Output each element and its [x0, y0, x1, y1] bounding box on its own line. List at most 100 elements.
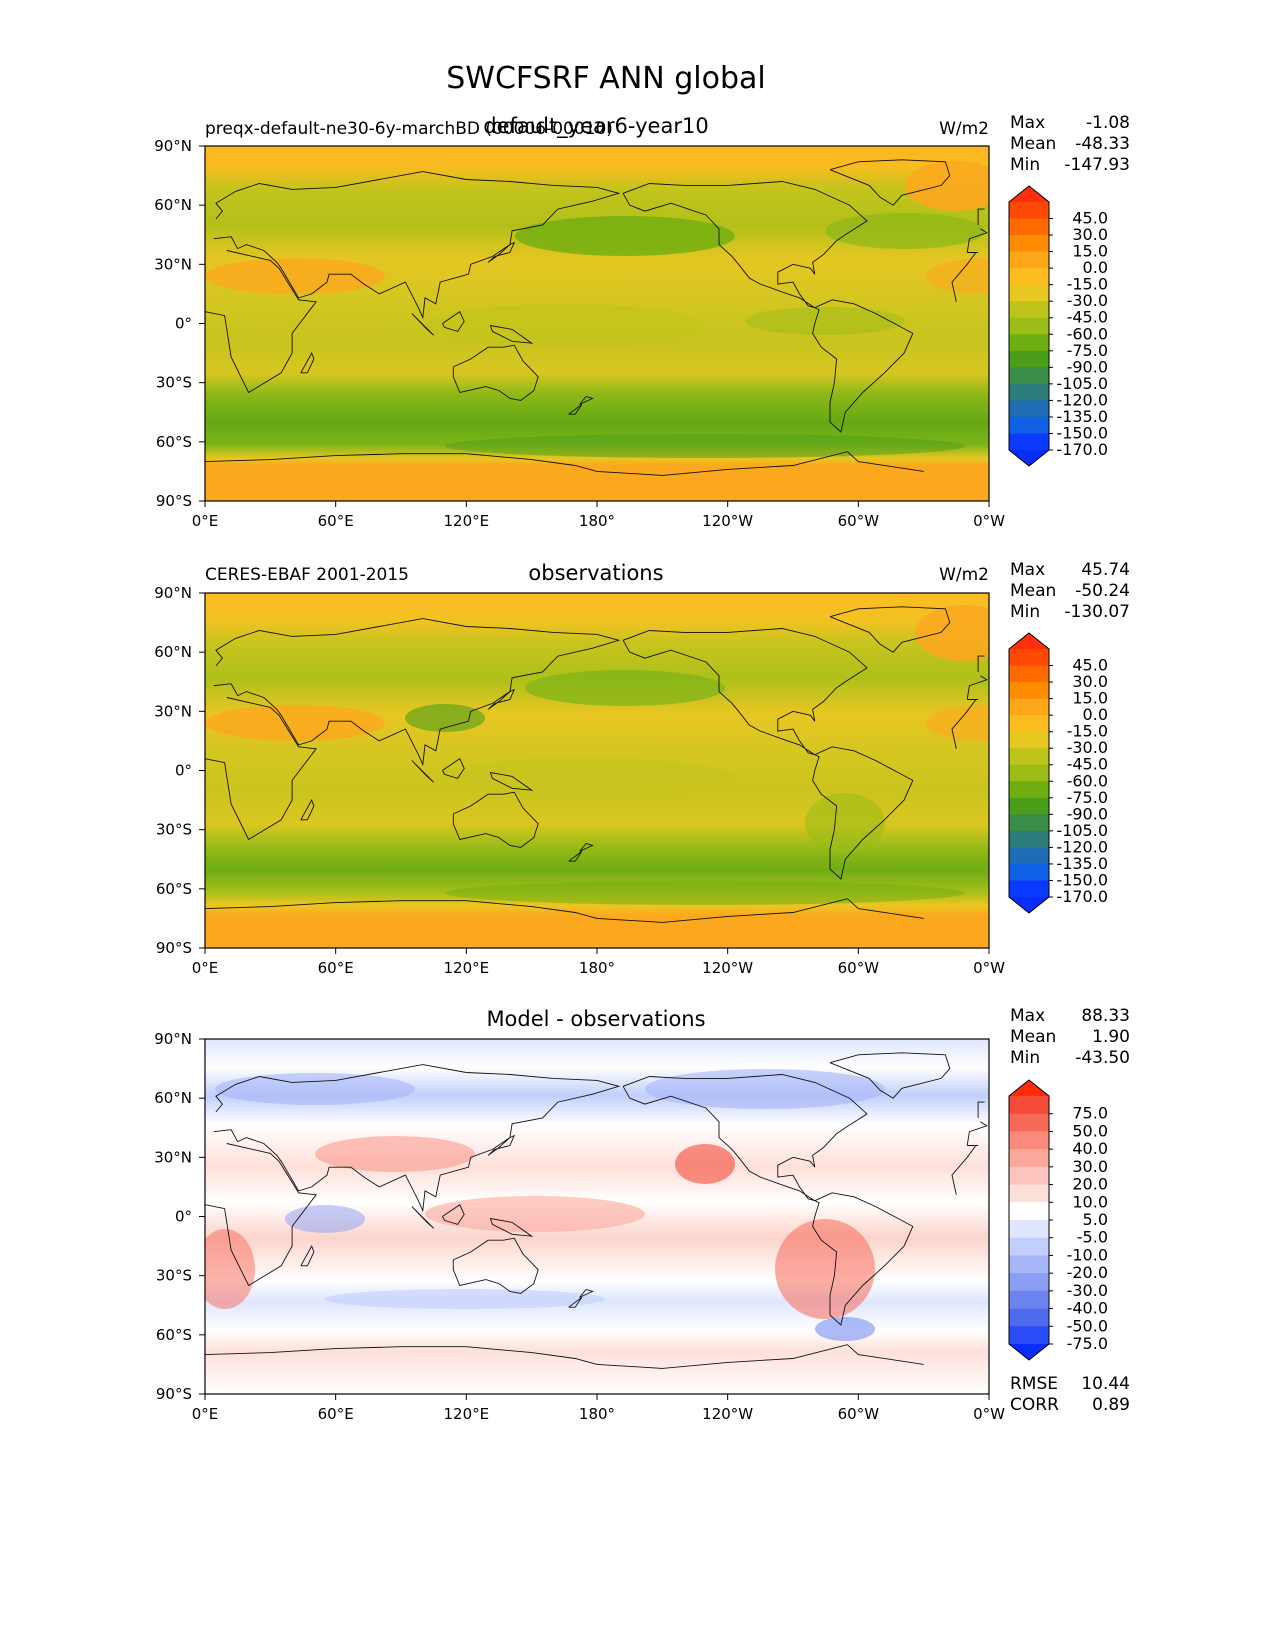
x-tick-label: 120°E [444, 1405, 490, 1423]
coastline [812, 746, 914, 880]
coastline [977, 1101, 985, 1118]
stat-mean-value: -50.24 [1075, 581, 1130, 601]
stat-max-value: 45.74 [1081, 560, 1130, 580]
map-field [205, 146, 989, 501]
colorbar-bin [1009, 797, 1049, 815]
colorbar-bin [1009, 416, 1049, 435]
panel-title: default_year6-year10 [483, 114, 708, 139]
coastline [568, 1297, 583, 1308]
colorbar-label: -105.0 [1056, 374, 1108, 393]
colorbar-label: -90.0 [1067, 804, 1108, 823]
x-tick-label: 0°W [973, 512, 1005, 530]
colorbar-label: -40.0 [1067, 1299, 1108, 1318]
y-tick-label: 30°S [156, 374, 192, 392]
colorbar-label: -150.0 [1056, 423, 1108, 442]
coastline [977, 655, 985, 672]
colorbar-label: 30.0 [1072, 1157, 1108, 1176]
colorbar-label: 0.0 [1083, 705, 1108, 724]
colorbar-bin [1009, 317, 1049, 335]
y-tick-label: 90°N [154, 584, 192, 602]
colorbar-label: 30.0 [1072, 672, 1108, 691]
stat-max-value: 88.33 [1081, 1006, 1130, 1026]
colorbar-bin [1009, 367, 1049, 385]
x-tick-label: 180° [579, 959, 615, 977]
coastline [622, 628, 868, 756]
coastline [487, 688, 516, 710]
colorbar-label: -105.0 [1056, 821, 1108, 840]
coastline [213, 171, 988, 320]
stat-corr-value: 0.89 [1092, 1395, 1130, 1415]
y-tick-label: 60°S [156, 880, 192, 898]
colorbar-bin [1009, 748, 1049, 766]
x-tick-label: 0°E [192, 512, 219, 530]
coastline [568, 404, 583, 415]
colorbar-bin [1009, 682, 1049, 700]
coastline [487, 1134, 516, 1156]
x-tick-label: 120°W [702, 1405, 753, 1423]
colorbar-label: -20.0 [1067, 1263, 1108, 1282]
colorbar-bin [1009, 1113, 1049, 1133]
colorbar-bin [1009, 1202, 1049, 1221]
colorbar-label: 50.0 [1072, 1121, 1108, 1140]
colorbar-bin [1009, 1290, 1049, 1310]
colorbar-bin [1009, 218, 1049, 236]
coastline [442, 1204, 465, 1225]
panel-title: Model - observations [486, 1007, 705, 1031]
colorbar-label: 10.0 [1072, 1192, 1108, 1211]
colorbar-label: -90.0 [1067, 357, 1108, 376]
colorbar-bin [1009, 301, 1049, 319]
coastline [568, 851, 583, 862]
stat-max-label: Max [1010, 1006, 1045, 1026]
colorbar-bin [1009, 284, 1049, 302]
colorbar-label: 15.0 [1072, 689, 1108, 708]
panel-title: observations [528, 561, 663, 585]
stat-corr-label: CORR [1010, 1395, 1059, 1415]
colorbar-bin [1009, 1184, 1049, 1203]
y-tick-label: 60°N [154, 1089, 192, 1107]
y-tick-label: 90°S [156, 1385, 192, 1403]
panel-model: 0°E 60°E 120°E 180° 120°W 60°W 0°W 90°N 60°N 30°N… [154, 137, 1005, 530]
y-tick-label: 60°S [156, 1326, 192, 1344]
coastline [829, 1052, 951, 1099]
y-tick-label: 90°S [156, 492, 192, 510]
stat-max-label: Max [1010, 113, 1045, 133]
colorbar-label: -135.0 [1056, 407, 1108, 426]
coastline [489, 1218, 534, 1237]
panel-observations: 0°E 60°E 120°E 180° 120°W 60°W 0°W 90°N 60°N 30°N… [154, 584, 1005, 977]
coastline [205, 250, 977, 394]
coastline [452, 791, 539, 848]
y-tick-label: 30°N [154, 1148, 192, 1166]
colorbar-top-extension [1009, 186, 1049, 202]
panel-units: W/m2 [939, 565, 989, 585]
axis-ticks: 0°E 60°E 120°E 180° 120°W 60°W 0°W 90°N 60°N 30°N… [154, 137, 1005, 530]
coastline [489, 772, 534, 791]
colorbar-bin [1009, 781, 1049, 799]
colorbar-bin [1009, 1308, 1049, 1327]
x-tick-label: 180° [579, 1405, 615, 1423]
panel-left-label: preqx-default-ne30-6y-marchBD (00006-000… [205, 119, 613, 139]
colorbar-label: 40.0 [1072, 1139, 1108, 1158]
colorbar-bin [1009, 400, 1049, 418]
y-tick-label: 60°N [154, 196, 192, 214]
stat-min-value: -130.07 [1064, 602, 1130, 622]
stat-min-label: Min [1010, 1048, 1040, 1068]
colorbar-label: -10.0 [1067, 1245, 1108, 1264]
coastline [213, 1064, 988, 1213]
map-field [205, 1039, 989, 1394]
colorbar-label: -170.0 [1056, 440, 1108, 459]
colorbar-bin [1009, 731, 1049, 749]
coastlines [205, 1052, 988, 1369]
coastline [977, 208, 985, 225]
colorbar-bin [1009, 1237, 1049, 1257]
colorbar-bin [1009, 649, 1049, 667]
colorbar-observations: 45.030.015.00.0-15.0-30.0-45.0-60.0-75.0… [1008, 632, 1108, 914]
colorbar-bin [1009, 764, 1049, 782]
coastline [205, 1143, 977, 1287]
y-tick-label: 30°S [156, 821, 192, 839]
colorbar-label: -5.0 [1077, 1228, 1108, 1247]
colorbar-label: -45.0 [1067, 308, 1108, 327]
colorbar-top-extension [1009, 633, 1049, 649]
x-tick-label: 0°W [973, 959, 1005, 977]
colorbar-bin [1009, 698, 1049, 716]
colorbar-label: -75.0 [1067, 341, 1108, 360]
